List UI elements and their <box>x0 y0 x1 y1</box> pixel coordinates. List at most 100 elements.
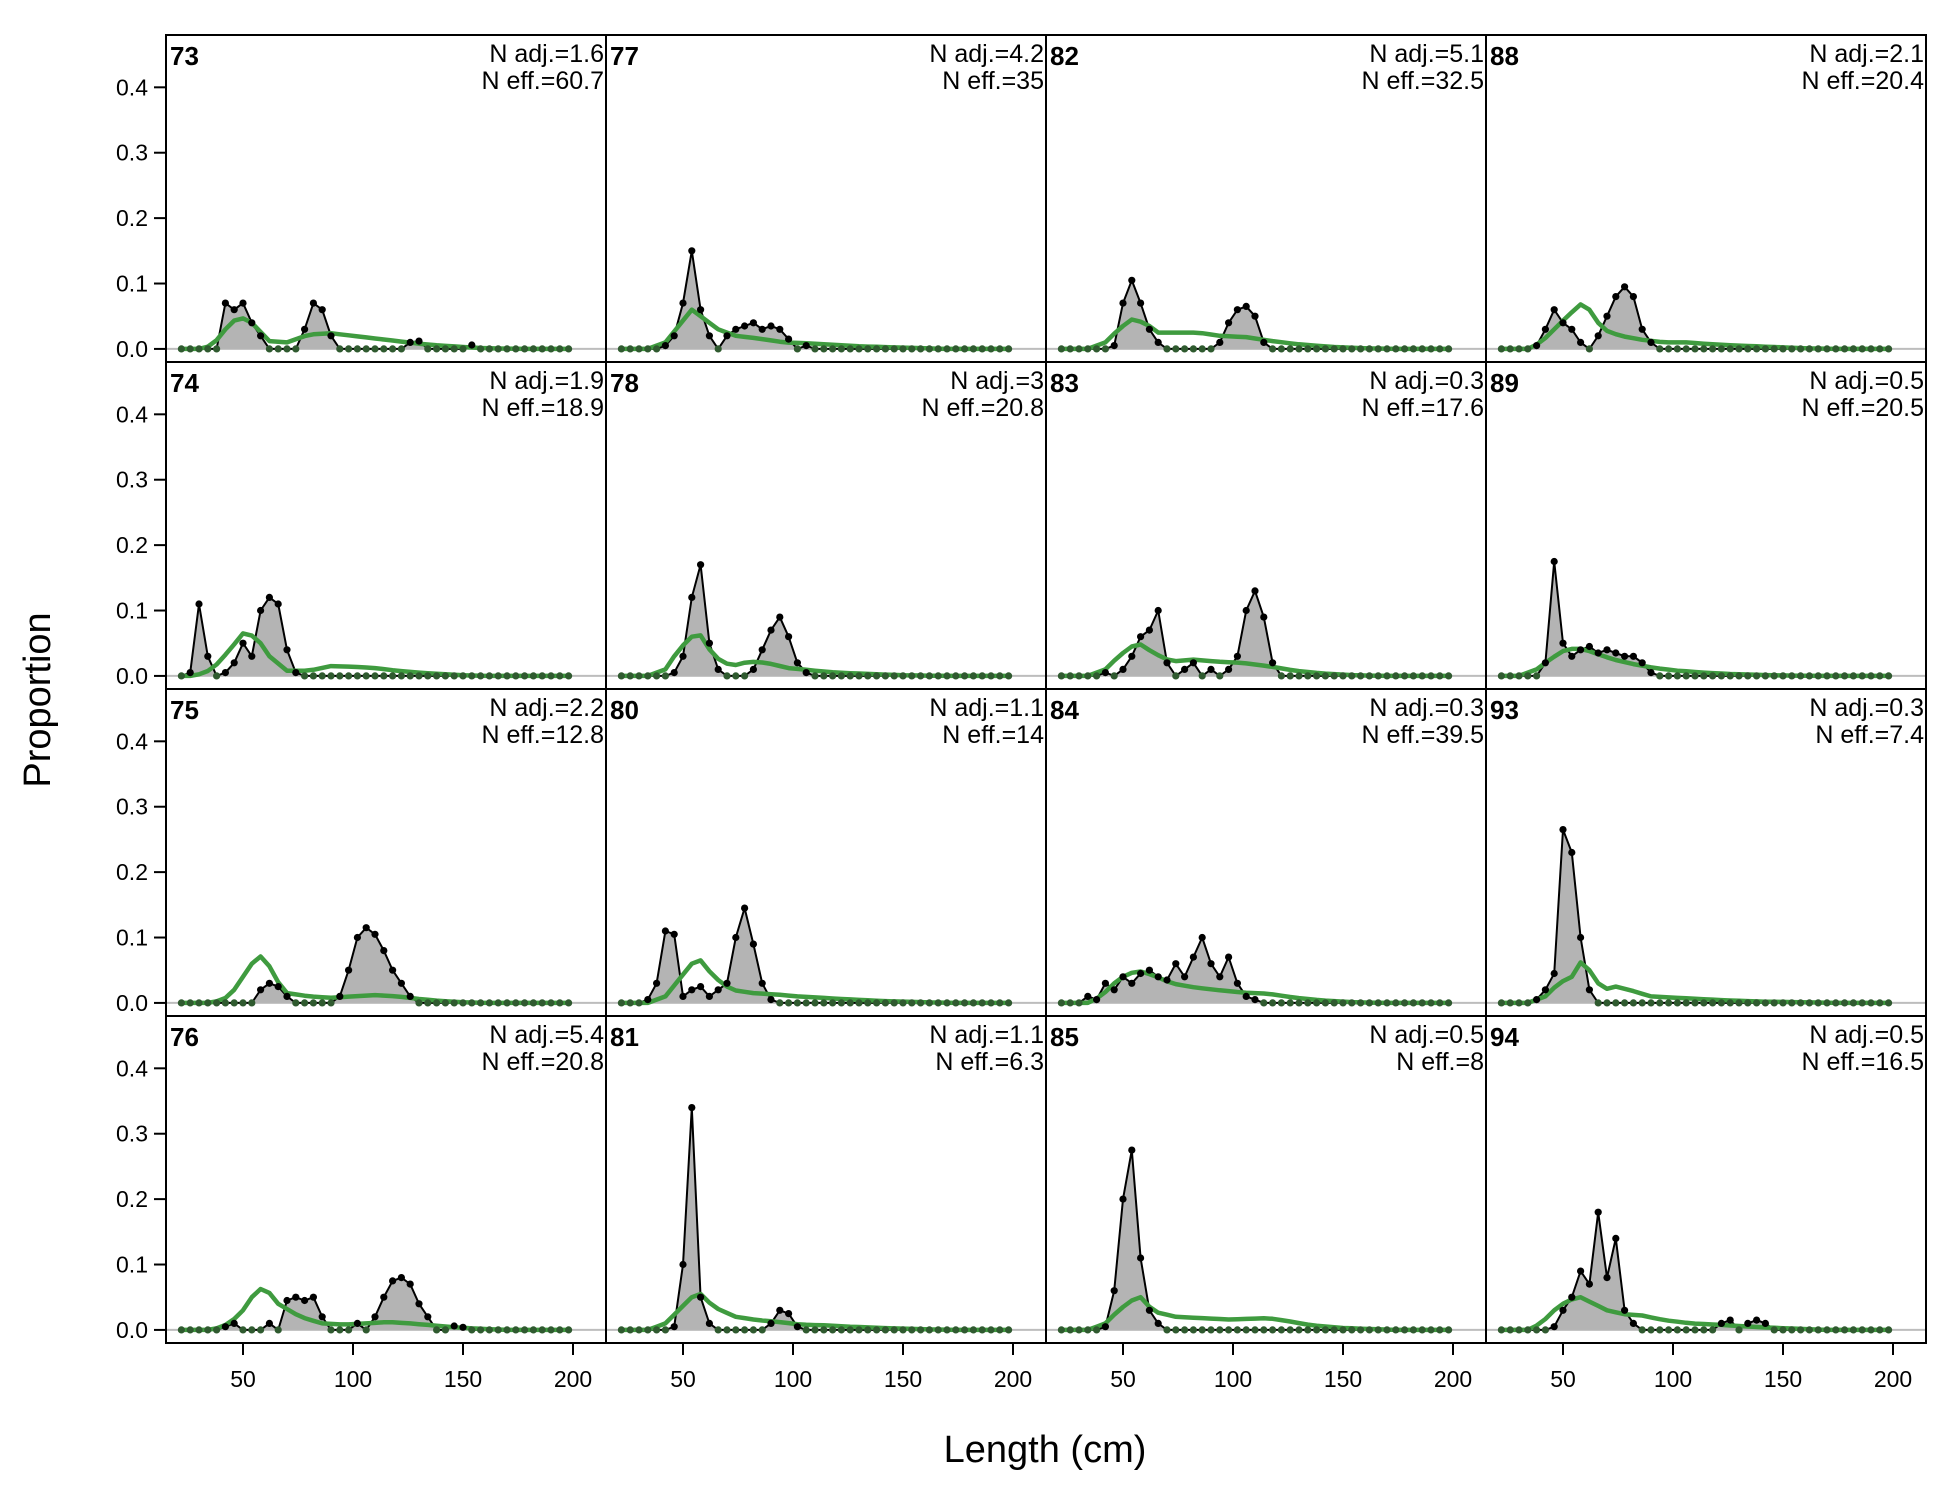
observed-point <box>1867 672 1875 680</box>
observed-point <box>714 665 722 674</box>
observed-point <box>1348 1326 1356 1334</box>
observed-point <box>1233 306 1241 314</box>
observed-point <box>1603 999 1611 1007</box>
observed-point <box>177 999 185 1007</box>
observed-point <box>1057 999 1065 1007</box>
observed-point <box>309 672 317 680</box>
observed-point <box>917 345 925 353</box>
observed-point <box>556 672 564 680</box>
observed-point <box>1682 999 1690 1007</box>
observed-point <box>1761 672 1769 680</box>
observed-point <box>1145 626 1153 634</box>
observed-point <box>1541 986 1549 994</box>
observed-point <box>749 319 758 327</box>
observed-point <box>494 1326 502 1334</box>
observed-point <box>1119 299 1127 307</box>
n-eff-label: N eff.=35 <box>942 67 1044 95</box>
observed-points <box>1057 933 1453 1007</box>
panel-year-label: 88 <box>1490 41 1519 71</box>
x-tick-label: 150 <box>1324 1366 1362 1392</box>
observed-point <box>881 672 890 680</box>
observed-point <box>1110 1287 1118 1295</box>
observed-point <box>1295 1326 1303 1334</box>
observed-point <box>248 319 256 327</box>
observed-point <box>1119 1195 1127 1203</box>
observed-point <box>406 992 414 1001</box>
observed-point <box>1233 979 1241 987</box>
observed-point <box>1181 973 1189 981</box>
observed-point <box>292 345 300 353</box>
observed-point <box>1849 1326 1857 1334</box>
observed-point <box>1805 1326 1813 1334</box>
n-adj-label: N adj.=3 <box>950 367 1044 395</box>
x-tick-label: 100 <box>1654 1366 1692 1392</box>
observed-point <box>389 345 397 353</box>
observed-point <box>1788 999 1796 1007</box>
observed-point <box>767 322 775 330</box>
observed-point <box>1621 652 1629 660</box>
observed-point <box>265 593 273 602</box>
observed-point <box>1251 1326 1259 1334</box>
observed-point <box>1647 999 1655 1007</box>
observed-point <box>732 672 740 680</box>
observed-point <box>1753 1316 1761 1324</box>
observed-point <box>433 1326 441 1334</box>
observed-point <box>406 338 414 346</box>
observed-point <box>468 999 476 1007</box>
observed-point <box>1145 325 1153 333</box>
n-eff-label: N eff.=17.6 <box>1361 394 1484 422</box>
observed-point <box>741 904 749 912</box>
observed-point <box>969 345 978 353</box>
observed-point <box>380 947 388 955</box>
observed-point <box>230 659 238 667</box>
observed-point <box>829 672 837 680</box>
observed-point <box>1251 996 1259 1004</box>
observed-point <box>802 342 810 350</box>
observed-point <box>433 999 441 1007</box>
observed-point <box>952 999 960 1007</box>
observed-point <box>996 999 1004 1007</box>
observed-point <box>1154 606 1162 615</box>
observed-point <box>1189 953 1197 961</box>
observed-point <box>908 1326 916 1334</box>
observed-point <box>1286 1326 1294 1334</box>
observed-point <box>1119 973 1127 981</box>
observed-point <box>195 1326 203 1334</box>
n-eff-label: N eff.=20.8 <box>921 394 1044 422</box>
observed-point <box>1823 999 1831 1007</box>
observed-point <box>1418 1326 1426 1334</box>
observed-point <box>917 999 925 1007</box>
observed-point <box>1717 672 1725 680</box>
n-eff-label: N eff.=14 <box>942 721 1044 749</box>
observed-point <box>1709 345 1717 353</box>
observed-point <box>1172 960 1180 968</box>
observed-point <box>1084 1326 1092 1334</box>
observed-point <box>512 999 520 1007</box>
observed-point <box>925 345 934 353</box>
observed-point <box>1673 345 1681 353</box>
observed-point <box>1128 276 1136 284</box>
observed-point <box>1119 665 1127 674</box>
observed-point <box>697 561 705 569</box>
observed-point <box>1313 345 1321 353</box>
observed-point <box>459 1323 467 1331</box>
observed-point <box>1286 672 1294 680</box>
observed-point <box>758 1326 766 1334</box>
observed-point <box>697 306 705 314</box>
observed-point <box>1638 659 1646 667</box>
x-axis-title: Length (cm) <box>944 1429 1147 1471</box>
observed-point <box>1242 992 1250 1001</box>
observed-point <box>1189 1326 1197 1334</box>
observed-point <box>793 1323 802 1331</box>
observed-point <box>1198 672 1206 680</box>
observed-point <box>353 933 361 942</box>
observed-point <box>1436 672 1444 680</box>
observed-points <box>1057 587 1453 680</box>
observed-point <box>1867 1326 1875 1334</box>
observed-point <box>1242 606 1250 615</box>
observed-point <box>1867 999 1875 1007</box>
observed-point <box>1603 646 1611 654</box>
observed-point <box>309 999 317 1007</box>
observed-point <box>890 999 898 1007</box>
panel-year-label: 82 <box>1050 41 1079 71</box>
